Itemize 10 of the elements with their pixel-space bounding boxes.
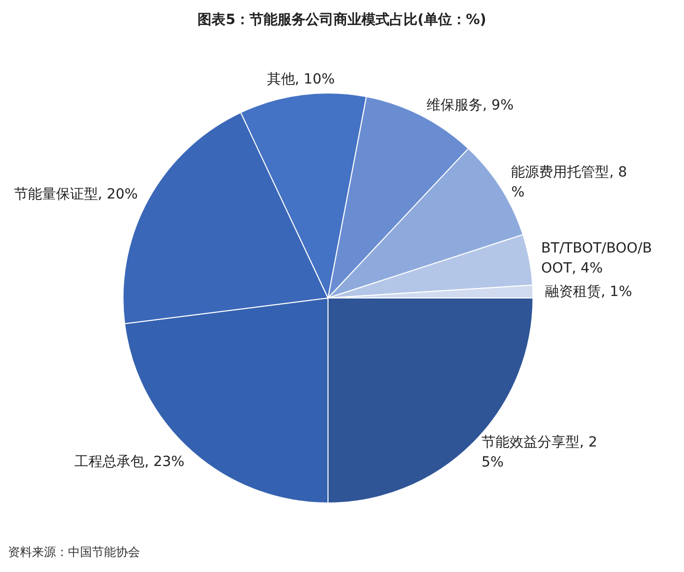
- text: 资料来源：中国节能协会: [8, 545, 140, 559]
- slice-label: 能源费用托管型, 8%: [511, 164, 628, 201]
- slice-label: 节能效益分享型, 25%: [481, 434, 598, 470]
- slice-label: 工程总承包, 23%: [74, 454, 184, 470]
- slice-label: 融资租赁, 1%: [544, 284, 632, 300]
- slice-label: 节能量保证型, 20%: [14, 186, 138, 202]
- slice-label: 其他, 10%: [266, 72, 335, 88]
- slice-label: BT/TBOT/BOO/BOOT, 4%: [541, 240, 652, 276]
- slice-label: 维保服务, 9%: [426, 98, 514, 114]
- chart-title: 图表5：节能服务公司商业模式占比(单位：%): [198, 11, 486, 28]
